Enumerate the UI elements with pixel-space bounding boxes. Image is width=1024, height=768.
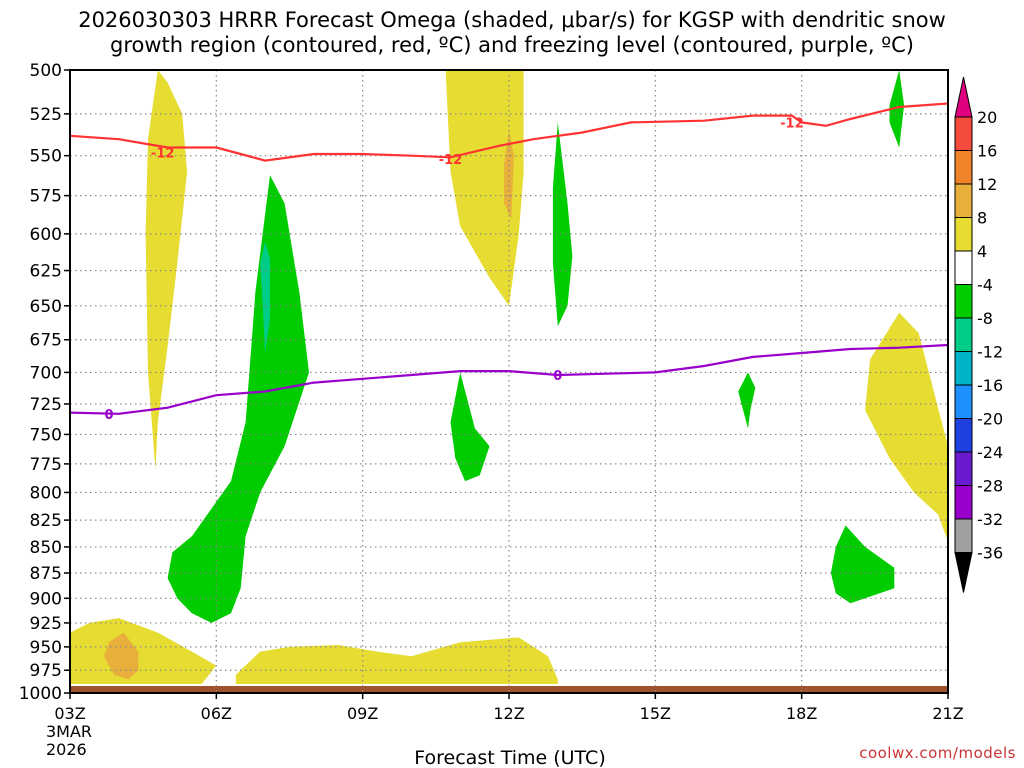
sinking-motion-lowlevel-west	[70, 618, 217, 684]
red-contour-line	[69, 102, 949, 162]
x-axis-label: Forecast Time (UTC)	[414, 747, 605, 768]
y-tick-label: 1000	[19, 684, 62, 704]
y-tick-label: 500	[30, 61, 62, 81]
colorbar-bin	[954, 518, 973, 553]
date-label-year: 2026	[46, 740, 87, 759]
chart-title-line-2: growth region (contoured, red, ºC) and f…	[110, 33, 914, 57]
colorbar-tick-label: -16	[977, 376, 1003, 395]
y-tick-label: 675	[30, 331, 62, 351]
y-tick-label: 975	[30, 661, 62, 681]
colorbar-bin	[954, 418, 973, 453]
y-tick-label: 850	[30, 538, 62, 558]
purple-contour-line	[69, 343, 949, 415]
sinking-motion-12z-core	[504, 130, 514, 219]
upward-motion-11z	[450, 372, 490, 482]
y-tick-label: 950	[30, 638, 62, 658]
x-tick-label: 09Z	[347, 704, 378, 723]
sinking-motion-05z	[145, 70, 188, 470]
x-tick-label: 06Z	[201, 704, 232, 723]
colorbar-bin	[954, 250, 973, 285]
colorbar-tick-label: 8	[977, 209, 987, 228]
upward-motion-13z	[552, 122, 573, 327]
upward-motion-06z-tower	[167, 175, 309, 623]
purple-contour-label: 0	[104, 408, 113, 423]
site-credit: coolwx.com/models	[859, 744, 1016, 762]
y-tick-label: 750	[30, 425, 62, 445]
y-tick-label: 700	[30, 363, 62, 383]
x-axis-ticks: 03Z 06Z 09Z 12Z 15Z 18Z 21Z	[54, 693, 964, 723]
colorbar-tick-label: -12	[977, 343, 1003, 362]
x-tick-label: 03Z	[54, 704, 85, 723]
colorbar-bin	[954, 150, 973, 185]
x-tick-label: 18Z	[786, 704, 817, 723]
y-axis-ticks: 500 525 550 575 600 625 650 675 700 725 750 775 800 8…	[19, 61, 70, 704]
sinking-motion-lowlevel-east	[235, 637, 558, 684]
red-contour-label: -12	[780, 116, 804, 131]
colorbar-bottom-extension	[954, 552, 973, 593]
colorbar-bin	[954, 217, 973, 252]
colorbar-bin	[954, 317, 973, 352]
x-tick-label: 12Z	[493, 704, 524, 723]
y-tick-label: 650	[30, 297, 62, 317]
red-contour-label: -12	[439, 153, 463, 168]
colorbar-tick-label: 20	[977, 108, 997, 127]
colorbar-tick-label: -20	[977, 410, 1003, 429]
sinking-motion-04z-core	[104, 632, 139, 680]
colorbar-bin	[954, 351, 973, 386]
colorbar-top-extension	[954, 76, 973, 118]
colorbar-bin	[954, 116, 973, 151]
colorbar-tick-label: -24	[977, 443, 1003, 462]
colorbar-tick-label: -4	[977, 276, 993, 295]
temperature-contours: -12 -12 -12 0 0	[69, 102, 949, 423]
y-tick-label: 875	[30, 564, 62, 584]
upward-motion-17z	[738, 372, 756, 429]
y-tick-label: 800	[30, 483, 62, 503]
y-tick-label: 725	[30, 395, 62, 415]
y-tick-label: 575	[30, 187, 62, 207]
y-tick-label: 925	[30, 614, 62, 634]
y-tick-label: 825	[30, 511, 62, 531]
colorbar-tick-label: -28	[977, 477, 1003, 496]
y-tick-label: 600	[30, 225, 62, 245]
upward-motion-19z-lower	[830, 525, 895, 604]
red-contour-label: -12	[151, 146, 175, 161]
grid-lines	[70, 70, 948, 693]
upward-motion-07z-core	[260, 241, 270, 353]
y-tick-label: 900	[30, 589, 62, 609]
colorbar-bin	[954, 183, 973, 218]
date-label-month: 3MAR	[46, 722, 92, 741]
y-tick-label: 550	[30, 147, 62, 167]
colorbar-bin	[954, 485, 973, 520]
sinking-motion-20z	[865, 312, 948, 542]
colorbar-tick-label: 16	[977, 142, 997, 161]
y-tick-label: 525	[30, 105, 62, 125]
colorbar-tick-label: 12	[977, 175, 997, 194]
colorbar-bin	[954, 451, 973, 486]
colorbar-tick-label: -32	[977, 510, 1003, 529]
y-tick-label: 775	[30, 455, 62, 475]
x-tick-label: 15Z	[640, 704, 671, 723]
omega-shaded-regions	[70, 70, 948, 684]
x-tick-label: 21Z	[932, 704, 963, 723]
colorbar-tick-label: -8	[977, 309, 993, 328]
colorbar-bin	[954, 384, 973, 419]
purple-contour-label: 0	[553, 369, 562, 384]
omega-colorbar: 20 16 12 8 4 -4 -8 -12 -16 -20 -24 -28 -32 -36	[954, 76, 1003, 593]
chart-title-line-1: 2026030303 HRRR Forecast Omega (shaded, …	[78, 8, 946, 32]
ground-bar	[70, 686, 948, 693]
upward-motion-20z-upper	[889, 70, 905, 148]
colorbar-tick-label: 4	[977, 242, 987, 261]
colorbar-tick-label: -36	[977, 544, 1003, 563]
y-tick-label: 625	[30, 262, 62, 282]
colorbar-bin	[954, 284, 973, 319]
sinking-motion-11z	[445, 70, 524, 306]
